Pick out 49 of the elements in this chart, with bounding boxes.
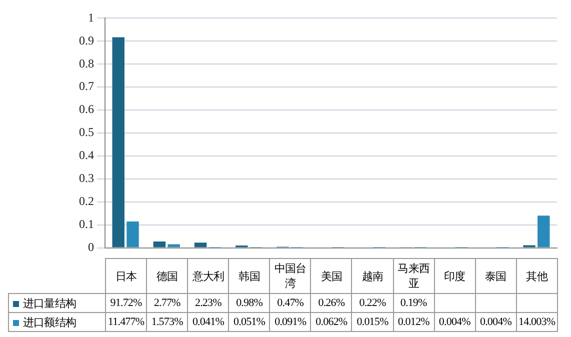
bar	[538, 216, 550, 248]
y-tick-label: 0.4	[79, 148, 94, 162]
data-label: 1.573%	[146, 312, 188, 332]
x-tick-label: 德国	[146, 258, 188, 294]
bar	[194, 242, 207, 248]
x-tick-label: 意大利	[188, 258, 229, 294]
data-label: 11.477%	[106, 312, 147, 332]
y-tick-label: 0.8	[79, 56, 94, 70]
bar	[112, 37, 124, 248]
x-tick-label: 美国	[310, 258, 352, 294]
y-tick-label: 0.6	[79, 102, 94, 116]
data-label: 0.47%	[270, 294, 311, 312]
data-label: 2.23%	[188, 294, 229, 312]
y-tick-label: 0.9	[79, 33, 94, 48]
bar	[153, 241, 166, 248]
x-tick-label: 越南	[352, 258, 394, 294]
data-label: 2.77%	[146, 294, 188, 312]
x-tick-label: 印度	[434, 258, 476, 294]
x-tick-label: 日本	[106, 258, 147, 294]
y-tick-label: 0	[88, 240, 94, 254]
data-label: 0.26%	[310, 294, 352, 312]
x-tick-label: 泰国	[475, 258, 516, 294]
data-label: 0.041%	[188, 312, 229, 332]
data-label: 0.19%	[393, 294, 434, 312]
y-tick-label: 0.5	[79, 125, 94, 140]
x-tick-label: 韩国	[228, 258, 270, 294]
y-tick-label: 0.7	[79, 79, 94, 94]
data-label: 0.22%	[352, 294, 394, 312]
data-label: 0.012%	[393, 312, 434, 332]
data-label: 0.051%	[228, 312, 270, 332]
data-label: 0.98%	[228, 294, 270, 312]
y-tick-label: 1	[88, 10, 94, 24]
legend-label: 进口量结构	[23, 298, 76, 310]
data-label: 14.003%	[516, 312, 558, 332]
data-label: 0.015%	[352, 312, 394, 332]
y-tick-label: 0.1	[79, 216, 94, 231]
data-label: 91.72%	[106, 294, 147, 312]
data-label: 0.004%	[475, 312, 516, 332]
data-label: 0.091%	[270, 312, 311, 332]
legend-label: 进口额结构	[23, 316, 76, 328]
y-tick-label: 0.3	[79, 171, 94, 186]
bar	[126, 221, 139, 248]
y-tick-label: 0.2	[79, 194, 94, 208]
x-tick-label: 马来西亚	[393, 258, 434, 294]
data-label: 0.004%	[434, 312, 476, 332]
bar	[168, 244, 180, 248]
x-tick-label: 中国台湾	[270, 258, 311, 294]
data-label: 0.062%	[310, 312, 352, 332]
x-tick-label: 其他	[516, 258, 558, 294]
